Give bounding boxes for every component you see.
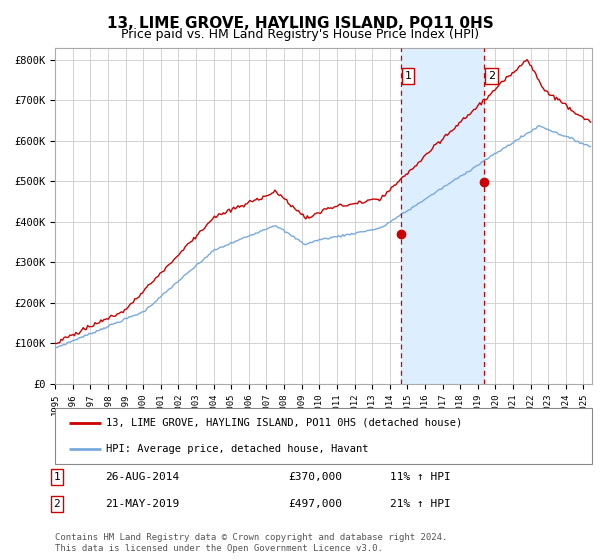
Bar [401,48,484,384]
Text: 13, LIME GROVE, HAYLING ISLAND, PO11 0HS: 13, LIME GROVE, HAYLING ISLAND, PO11 0HS [107,16,493,31]
Text: HPI: Average price, detached house, Havant: HPI: Average price, detached house, Hava… [106,444,369,454]
Text: 1: 1 [53,472,61,482]
Text: Contains HM Land Registry data © Crown copyright and database right 2024.
This d: Contains HM Land Registry data © Crown c… [55,533,448,553]
FancyBboxPatch shape [55,408,592,464]
Text: 21-MAY-2019: 21-MAY-2019 [105,499,179,509]
Text: 2: 2 [488,71,495,81]
Text: 1: 1 [404,71,412,81]
Text: 11% ↑ HPI: 11% ↑ HPI [390,472,451,482]
Text: 26-AUG-2014: 26-AUG-2014 [105,472,179,482]
Text: Price paid vs. HM Land Registry's House Price Index (HPI): Price paid vs. HM Land Registry's House … [121,28,479,41]
Text: £370,000: £370,000 [288,472,342,482]
Text: 13, LIME GROVE, HAYLING ISLAND, PO11 0HS (detached house): 13, LIME GROVE, HAYLING ISLAND, PO11 0HS… [106,418,463,428]
Text: 21% ↑ HPI: 21% ↑ HPI [390,499,451,509]
Text: £497,000: £497,000 [288,499,342,509]
Text: 2: 2 [53,499,61,509]
